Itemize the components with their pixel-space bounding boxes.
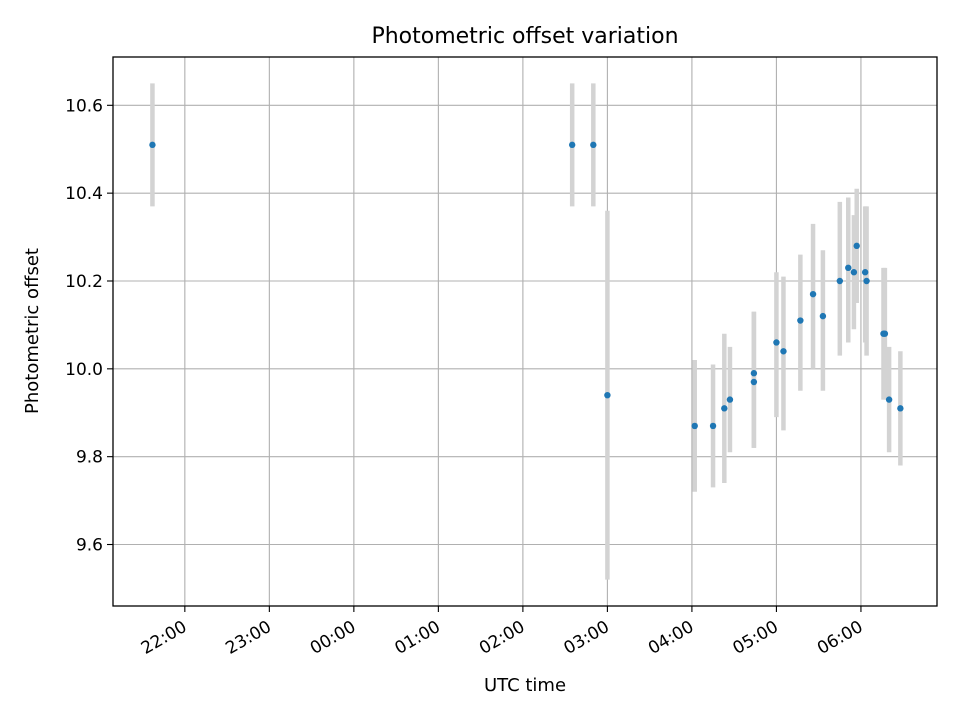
data-point bbox=[850, 269, 858, 276]
data-point bbox=[885, 396, 893, 403]
y-axis-ticks: 9.6 9.8 10.0 10.2 10.4 10.6 bbox=[65, 96, 113, 556]
data-point bbox=[819, 312, 827, 320]
x-axis-label: UTC time bbox=[484, 675, 566, 696]
data-point bbox=[809, 290, 817, 298]
y-tick-label: 10.2 bbox=[65, 272, 103, 292]
chart-title: Photometric offset variation bbox=[371, 24, 678, 49]
data-point bbox=[568, 141, 576, 149]
data-point bbox=[897, 405, 904, 412]
data-point bbox=[780, 348, 787, 355]
data-point bbox=[797, 317, 804, 324]
data-point bbox=[845, 264, 852, 272]
data-point bbox=[750, 370, 758, 377]
y-axis-label: Photometric offset bbox=[22, 248, 43, 414]
data-point bbox=[863, 277, 870, 285]
y-tick-label: 10.0 bbox=[65, 360, 103, 380]
y-tick-label: 9.6 bbox=[76, 536, 103, 556]
data-point bbox=[590, 141, 597, 149]
data-point bbox=[750, 378, 758, 386]
data-point bbox=[773, 339, 780, 346]
data-point bbox=[604, 391, 611, 399]
data-point bbox=[149, 141, 156, 149]
data-point bbox=[691, 422, 698, 430]
data-point bbox=[836, 277, 844, 285]
data-point bbox=[709, 422, 717, 430]
data-points bbox=[149, 141, 904, 430]
data-point bbox=[861, 269, 869, 276]
y-tick-label: 10.6 bbox=[65, 96, 103, 116]
data-point bbox=[721, 405, 728, 412]
y-tick-label: 9.8 bbox=[76, 448, 103, 468]
axes-frame bbox=[112, 56, 938, 607]
data-point bbox=[881, 330, 889, 337]
data-point bbox=[726, 396, 734, 403]
y-tick-label: 10.4 bbox=[65, 184, 103, 204]
data-point bbox=[853, 242, 860, 250]
